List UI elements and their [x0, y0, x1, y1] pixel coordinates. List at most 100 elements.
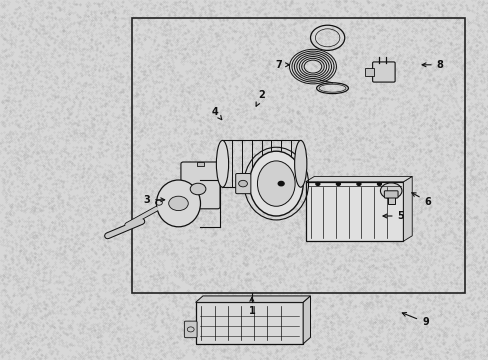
- Point: [164, 19, 172, 25]
- Point: [193, 266, 201, 272]
- Point: [259, 161, 267, 167]
- Point: [223, 216, 231, 221]
- Point: [411, 183, 419, 188]
- Point: [305, 106, 312, 112]
- Point: [392, 1, 400, 6]
- Point: [113, 250, 121, 256]
- Point: [242, 208, 250, 214]
- Point: [154, 230, 162, 235]
- Point: [43, 156, 51, 162]
- Point: [172, 0, 180, 6]
- Point: [391, 48, 399, 54]
- Point: [291, 337, 299, 343]
- Point: [315, 35, 323, 41]
- Point: [88, 23, 96, 28]
- Point: [193, 145, 201, 151]
- Point: [70, 257, 78, 263]
- Point: [444, 18, 452, 23]
- Point: [409, 258, 417, 264]
- Point: [108, 155, 116, 161]
- Point: [223, 291, 231, 297]
- Point: [413, 251, 421, 256]
- Point: [355, 275, 363, 280]
- Point: [70, 342, 78, 348]
- Point: [468, 70, 475, 76]
- Point: [102, 12, 110, 18]
- Point: [336, 185, 344, 191]
- Point: [7, 335, 15, 341]
- Point: [315, 77, 323, 82]
- Point: [29, 326, 37, 332]
- Point: [467, 187, 474, 193]
- Point: [234, 202, 242, 208]
- Point: [208, 168, 216, 174]
- Point: [269, 105, 277, 111]
- Point: [377, 204, 385, 210]
- Point: [222, 164, 230, 170]
- Point: [287, 222, 295, 228]
- Point: [224, 158, 231, 163]
- Point: [447, 342, 455, 347]
- Point: [314, 260, 322, 266]
- Point: [7, 114, 15, 120]
- Point: [87, 217, 95, 223]
- Point: [187, 156, 195, 161]
- Point: [440, 36, 447, 42]
- Point: [392, 59, 400, 64]
- Point: [0, 167, 5, 173]
- Point: [162, 193, 170, 198]
- Point: [396, 281, 404, 287]
- Point: [301, 340, 309, 346]
- Point: [247, 62, 255, 68]
- Point: [67, 75, 75, 81]
- Point: [483, 208, 488, 213]
- Point: [291, 313, 299, 319]
- Point: [449, 276, 457, 282]
- Point: [186, 97, 194, 103]
- Ellipse shape: [216, 140, 228, 187]
- Point: [280, 16, 287, 22]
- Point: [438, 63, 446, 69]
- Point: [476, 265, 484, 270]
- Point: [348, 214, 356, 220]
- Point: [38, 111, 46, 117]
- Point: [129, 305, 137, 310]
- Point: [216, 141, 224, 147]
- Point: [337, 125, 345, 131]
- Point: [484, 328, 488, 333]
- Point: [427, 261, 435, 267]
- Point: [259, 126, 267, 131]
- Point: [436, 216, 444, 222]
- Point: [231, 297, 239, 303]
- Point: [199, 114, 206, 120]
- Point: [347, 72, 355, 78]
- Point: [133, 144, 141, 150]
- Point: [113, 23, 121, 29]
- Point: [347, 46, 355, 52]
- Point: [125, 50, 133, 56]
- Point: [354, 21, 362, 27]
- Point: [98, 209, 106, 215]
- Point: [441, 104, 448, 110]
- Point: [110, 139, 118, 144]
- Point: [280, 114, 287, 120]
- Point: [51, 187, 59, 193]
- Point: [282, 351, 290, 356]
- Point: [413, 352, 421, 358]
- Point: [12, 134, 20, 140]
- Point: [318, 217, 325, 223]
- Point: [426, 122, 433, 128]
- Point: [481, 59, 488, 64]
- Point: [139, 77, 146, 82]
- Point: [346, 351, 353, 357]
- Point: [101, 306, 109, 311]
- Point: [243, 270, 250, 276]
- Point: [420, 255, 427, 261]
- Point: [133, 178, 141, 184]
- Point: [448, 244, 456, 249]
- Point: [72, 348, 80, 354]
- Point: [108, 209, 116, 215]
- Point: [105, 201, 113, 207]
- Point: [450, 277, 458, 283]
- Point: [463, 217, 470, 223]
